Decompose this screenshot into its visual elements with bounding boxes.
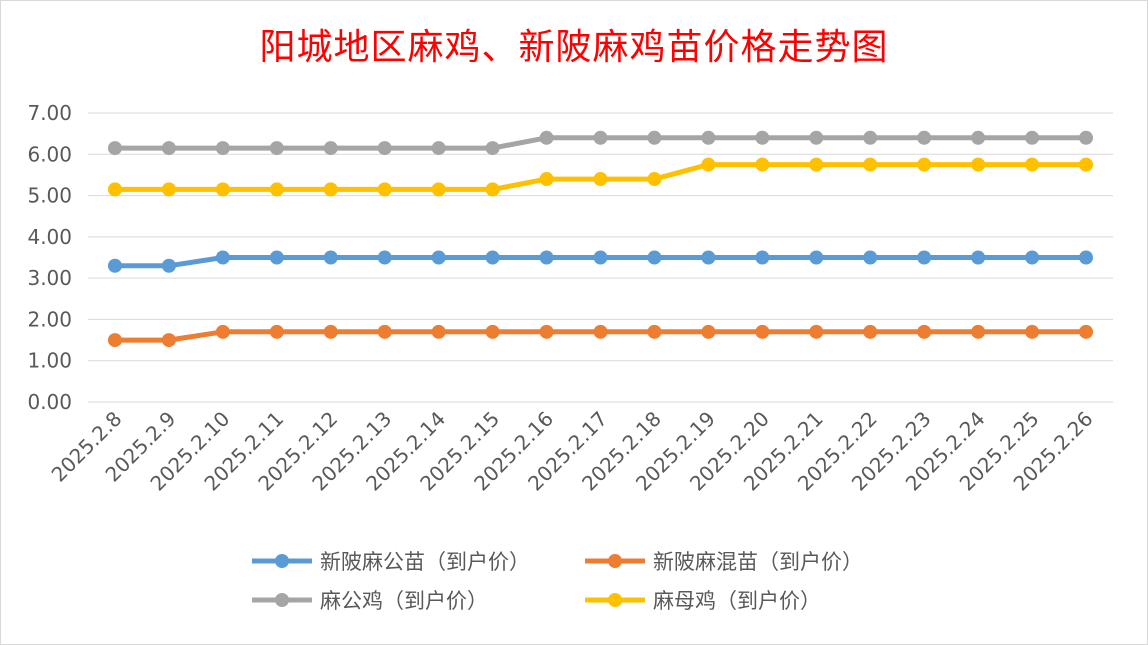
legend-label-2: 麻公鸡（到户价）: [320, 589, 488, 613]
series-3-point-8: [539, 172, 554, 187]
chart-title: 阳城地区麻鸡、新陂麻鸡苗价格走势图: [259, 27, 889, 68]
series-0-point-3: [269, 250, 284, 265]
series-1-point-12: [755, 324, 770, 339]
series-1-point-17: [1025, 324, 1040, 339]
series-1-point-13: [809, 324, 824, 339]
y-tick-label-5: 5.00: [27, 184, 72, 208]
series-2-point-7: [485, 141, 500, 156]
series-1-point-3: [269, 324, 284, 339]
legend-label-0: 新陂麻公苗（到户价）: [320, 550, 530, 574]
series-0-point-15: [917, 250, 932, 265]
y-tick-label-1: 1.00: [27, 349, 72, 373]
series-0-point-16: [971, 250, 986, 265]
series-0-point-2: [215, 250, 230, 265]
series-3-point-16: [971, 157, 986, 172]
series-0-point-9: [593, 250, 608, 265]
series-1-point-15: [917, 324, 932, 339]
series-1-point-16: [971, 324, 986, 339]
series-2-point-13: [809, 130, 824, 145]
series-3-point-12: [755, 157, 770, 172]
series-1-point-9: [593, 324, 608, 339]
series-3-point-15: [917, 157, 932, 172]
series-3-point-13: [809, 157, 824, 172]
series-3-point-0: [107, 182, 122, 197]
series-2-point-18: [1079, 130, 1094, 145]
series-0-point-4: [323, 250, 338, 265]
y-tick-label-3: 3.00: [27, 266, 72, 290]
legend-swatch-1: [583, 546, 647, 576]
series-3-point-1: [161, 182, 176, 197]
series-1-point-1: [161, 333, 176, 348]
series-1-point-18: [1079, 324, 1094, 339]
legend-swatch-0: [250, 546, 314, 576]
series-2-point-2: [215, 141, 230, 156]
legend-swatch-3: [583, 585, 647, 615]
series-1-point-0: [107, 333, 122, 348]
series-2-point-4: [323, 141, 338, 156]
series-1-point-5: [377, 324, 392, 339]
series-2-point-14: [863, 130, 878, 145]
series-3-point-2: [215, 182, 230, 197]
series-3-point-4: [323, 182, 338, 197]
series-3-point-10: [647, 172, 662, 187]
series-3-point-6: [431, 182, 446, 197]
series-2-point-10: [647, 130, 662, 145]
series-3-point-18: [1079, 157, 1094, 172]
series-1-point-2: [215, 324, 230, 339]
series-0-point-14: [863, 250, 878, 265]
series-2-point-3: [269, 141, 284, 156]
series-0-point-0: [107, 258, 122, 273]
y-tick-label-4: 4.00: [27, 225, 72, 249]
series-3-point-7: [485, 182, 500, 197]
legend-item-series-2: 麻公鸡（到户价）: [250, 585, 488, 615]
legend-label-1: 新陂麻混苗（到户价）: [653, 550, 863, 574]
series-2-point-5: [377, 141, 392, 156]
series-3-point-5: [377, 182, 392, 197]
series-1-point-6: [431, 324, 446, 339]
y-tick-label-2: 2.00: [27, 307, 72, 331]
y-tick-label-0: 0.00: [27, 390, 72, 414]
series-2-point-11: [701, 130, 716, 145]
series-3-point-14: [863, 157, 878, 172]
series-2-point-0: [107, 141, 122, 156]
series-3-point-11: [701, 157, 716, 172]
series-0-point-6: [431, 250, 446, 265]
series-2-point-16: [971, 130, 986, 145]
series-1-point-4: [323, 324, 338, 339]
series-2-point-15: [917, 130, 932, 145]
series-0-point-1: [161, 258, 176, 273]
series-0-point-5: [377, 250, 392, 265]
series-2-point-1: [161, 141, 176, 156]
series-0-point-10: [647, 250, 662, 265]
legend-item-series-0: 新陂麻公苗（到户价）: [250, 546, 530, 576]
series-1-point-10: [647, 324, 662, 339]
legend-swatch-2: [250, 585, 314, 615]
y-tick-label-7: 7.00: [27, 101, 72, 125]
series-3-point-17: [1025, 157, 1040, 172]
series-0-point-17: [1025, 250, 1040, 265]
series-1-point-8: [539, 324, 554, 339]
series-2-point-8: [539, 130, 554, 145]
series-0-point-11: [701, 250, 716, 265]
series-2-point-17: [1025, 130, 1040, 145]
series-3-point-3: [269, 182, 284, 197]
series-0-point-13: [809, 250, 824, 265]
y-tick-label-6: 6.00: [27, 142, 72, 166]
legend-item-series-1: 新陂麻混苗（到户价）: [583, 546, 863, 576]
series-1-point-11: [701, 324, 716, 339]
series-1-point-7: [485, 324, 500, 339]
series-2-point-9: [593, 130, 608, 145]
legend-label-3: 麻母鸡（到户价）: [653, 589, 821, 613]
series-0-point-7: [485, 250, 500, 265]
series-1-point-14: [863, 324, 878, 339]
legend-item-series-3: 麻母鸡（到户价）: [583, 585, 821, 615]
series-0-point-18: [1079, 250, 1094, 265]
series-2-point-6: [431, 141, 446, 156]
series-0-point-12: [755, 250, 770, 265]
series-0-point-8: [539, 250, 554, 265]
series-2-point-12: [755, 130, 770, 145]
series-3-point-9: [593, 172, 608, 187]
